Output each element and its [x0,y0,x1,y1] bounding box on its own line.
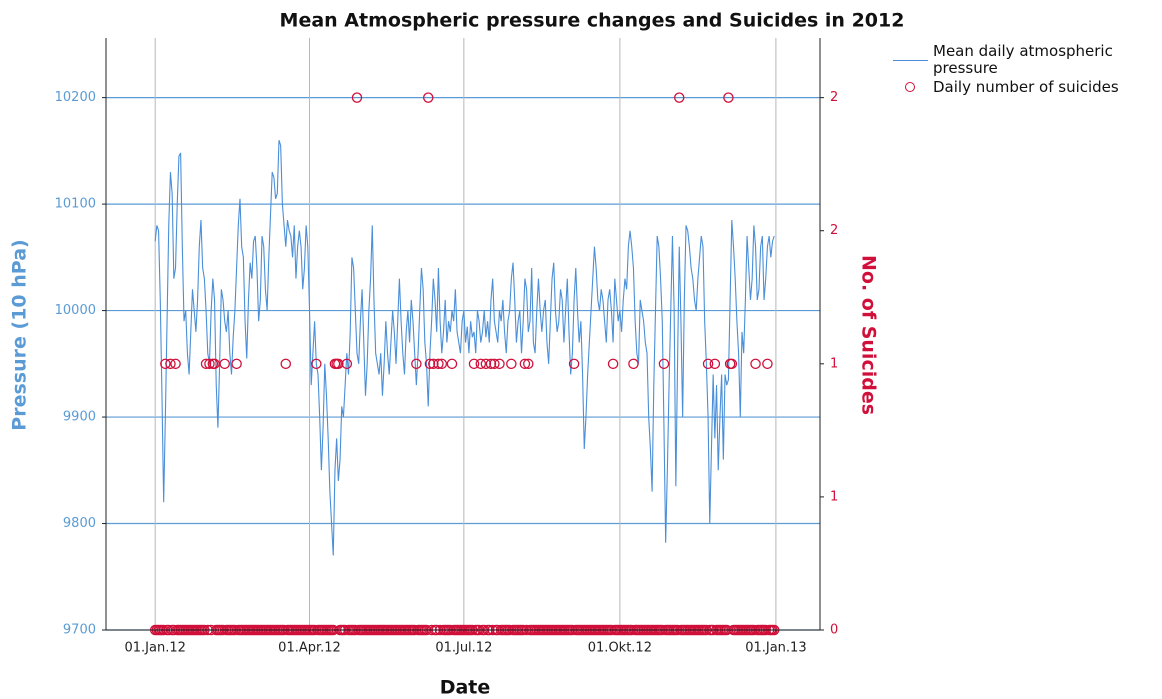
suicide-point [519,358,531,370]
y-tick-label: 10100 [55,197,96,212]
legend-item: Daily number of suicides [893,79,1123,96]
y-tick-label: 9900 [63,410,96,425]
suicide-point [219,358,230,370]
x-axis-title: Date [440,677,491,699]
suicide-point [165,358,176,370]
suicide-point [411,358,422,370]
suicide-point [433,358,444,370]
suicide-point [723,92,734,103]
suicide-point [209,358,220,370]
y-axis-title: Pressure (10 hPa) [9,239,31,430]
suicide-point [231,358,242,370]
legend-label: Mean daily atmospheric pressure [933,42,1113,77]
suicide-point [351,92,363,103]
y2-tick-label: 2 [830,223,838,238]
suicide-point [204,358,215,370]
suicide-point [607,358,619,370]
x-tick-label: 01.Jan.13 [745,641,806,656]
suicide-point [436,358,448,370]
suicide-point [726,358,738,370]
suicide-point [709,358,721,370]
legend-swatch [893,60,928,61]
legend: Mean daily atmospheric pressure Daily nu… [893,43,1123,98]
suicide-point [506,358,517,370]
x-tick-label: 01.Okt.12 [588,641,652,656]
suicide-point [333,358,344,370]
suicide-point [428,358,439,370]
y2-tick-label: 2 [830,90,838,105]
legend-label: Daily number of suicides [933,78,1119,96]
suicide-point [568,358,580,370]
suicide-point [468,358,480,370]
suicide-point [311,358,322,370]
legend-swatch [905,82,915,92]
y2-tick-label: 1 [830,356,838,371]
suicide-point [762,358,773,370]
suicide-point [485,358,497,370]
x-tick-label: 01.Apr.12 [278,641,341,656]
y-tick-label: 10000 [55,303,96,318]
grid: 9700 9800 9900 10000 10100 10200 0 1 1 2 2 01.Jan.1… [55,38,838,656]
y2-tick-label: 1 [830,489,838,504]
y2-tick-label: 0 [830,623,838,638]
suicide-point [480,358,492,370]
suicide-point [200,358,212,370]
suicide-point [160,358,171,370]
suicide-point [523,358,534,370]
suicide-point [424,358,436,370]
suicide-point [494,358,505,370]
pressure-line [154,140,775,556]
suicide-point [628,358,639,370]
y-tick-label: 10200 [55,90,96,105]
x-tick-label: 01.Jan.12 [124,641,185,656]
suicide-point [446,358,458,370]
suicide-point [702,358,714,370]
suicide-point [750,358,761,370]
y-tick-label: 9800 [63,516,96,531]
suicide-point [475,358,487,370]
legend-item: Mean daily atmospheric pressure [893,43,1123,77]
suicide-point [489,358,500,370]
x-tick-label: 01.Jul.12 [435,641,492,656]
chart-title: Mean Atmospheric pressure changes and Su… [280,10,905,32]
y-tick-label: 9700 [63,623,96,638]
suicide-point [280,358,292,370]
suicide-point [170,358,181,370]
suicide-point [341,358,353,370]
suicide-point [658,358,670,370]
suicide-point [422,92,434,103]
y2-axis-title: No. of Suicides [858,255,880,415]
suicide-point [673,92,685,103]
plot-area [149,92,780,636]
